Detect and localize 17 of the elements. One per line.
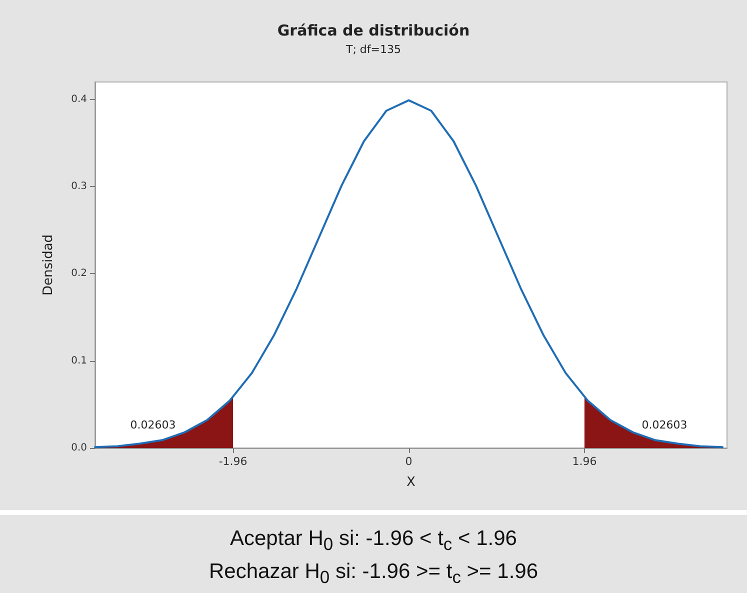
y-tick-label: 0.3 xyxy=(71,181,87,192)
text: Aceptar H$_{0}$ si: -1.96 < t$_{c}$ < 1.96 xyxy=(229,526,518,556)
y-tick-label: 0.1 xyxy=(71,355,87,366)
annotation: 0.02603 xyxy=(130,418,176,432)
x-tick-label: 0 xyxy=(405,455,412,468)
annotation: 0.02603 xyxy=(642,418,688,432)
x-tick-label: 1.96 xyxy=(572,455,597,468)
y-tick-label: 0.2 xyxy=(71,268,87,280)
chart-title: Gráfica de distribución xyxy=(277,22,470,40)
chart-subtitle: T; df=135 xyxy=(345,43,401,56)
x-axis-title: X xyxy=(406,475,416,490)
y-axis-title: Densidad xyxy=(41,234,56,296)
line-series xyxy=(94,99,724,448)
y-tick-label: 0.0 xyxy=(71,442,87,454)
text: Rechazar H$_{0}$ si: -1.96 >= t$_{c}$ >= 1.96 xyxy=(208,559,540,590)
y-tick-label: 0.4 xyxy=(71,94,87,105)
x-tick-label: -1.96 xyxy=(218,455,248,468)
